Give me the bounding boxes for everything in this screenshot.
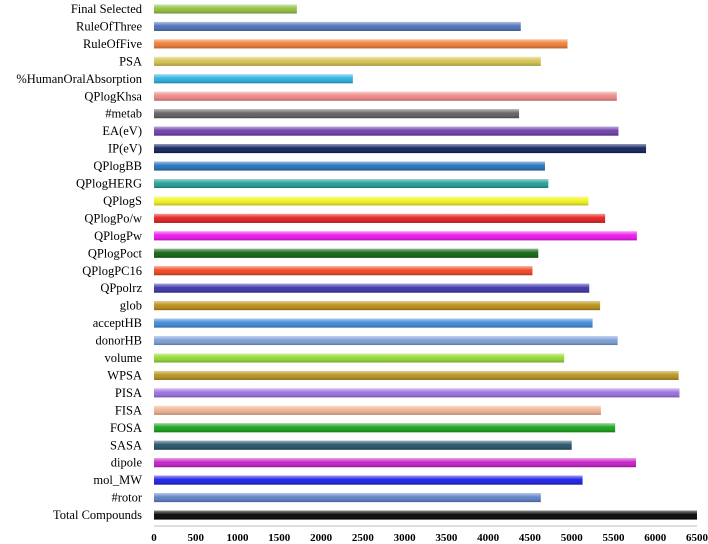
bar-shine-ea-ev — [154, 126, 619, 136]
category-label-ruleoffive: RuleOfFive — [83, 37, 142, 51]
bar-shine-dipole — [154, 458, 637, 468]
bar-shine-ip-ev — [154, 144, 647, 154]
bar-shine-accepthb — [154, 318, 593, 328]
x-tick-label-5000: 5000 — [561, 532, 584, 544]
bar-shine-sasa — [154, 440, 572, 450]
x-tick-label-4500: 4500 — [519, 532, 542, 544]
category-label-pisa: PISA — [115, 386, 142, 400]
category-label-qplogpw: QPlogPw — [94, 229, 142, 243]
category-label-qplogkhsa: QPlogKhsa — [84, 89, 142, 103]
bars-group — [154, 4, 697, 520]
bar-shine-glob — [154, 301, 601, 311]
category-label-ea-ev: EA(eV) — [102, 124, 142, 138]
bar-shine-final-selected — [154, 4, 297, 14]
x-tick-label-500: 500 — [188, 532, 205, 544]
bar-shine-wpsa — [154, 370, 679, 380]
bar-shine-donorhb — [154, 336, 618, 346]
x-tick-label-6000: 6000 — [644, 532, 667, 544]
category-label-donorhb: donorHB — [95, 334, 142, 348]
x-tick-label-2000: 2000 — [310, 532, 333, 544]
bar-shine-qplogkhsa — [154, 91, 617, 101]
bar-shine-total-compounds — [154, 510, 697, 520]
bar-shine-qppolrz — [154, 283, 590, 293]
category-label-humanoralabsorption: %HumanOralAbsorption — [16, 72, 142, 86]
category-label-dipole: dipole — [111, 456, 143, 470]
category-label-rotor: #rotor — [111, 491, 142, 505]
bar-shine-rotor — [154, 493, 541, 503]
x-tick-label-3500: 3500 — [435, 532, 458, 544]
bar-shine-qplogbb — [154, 161, 545, 171]
bar-shine-qplogpw — [154, 231, 637, 241]
category-label-volume: volume — [105, 351, 143, 365]
x-tick-label-2500: 2500 — [352, 532, 375, 544]
x-tick-label-0: 0 — [151, 532, 157, 544]
category-label-qppolrz: QPpolrz — [100, 281, 142, 295]
category-label-metab: #metab — [105, 107, 142, 121]
x-tick-label-1500: 1500 — [268, 532, 291, 544]
bar-shine-fisa — [154, 405, 601, 415]
x-tick-label-1000: 1000 — [227, 532, 250, 544]
bar-shine-metab — [154, 109, 520, 119]
x-tick-label-4000: 4000 — [477, 532, 500, 544]
category-label-glob: glob — [120, 299, 142, 313]
category-label-mol-mw: mol_MW — [93, 473, 142, 487]
category-label-ruleofthree: RuleOfThree — [76, 19, 142, 33]
bar-shine-psa — [154, 56, 541, 66]
x-tick-labels: 0 500 1000 1500 2000 2500 3000 3500 4000 4500 5000… — [151, 532, 708, 544]
category-label-total-compounds: Total Compounds — [53, 508, 142, 522]
bar-shine-qplogpc16 — [154, 266, 533, 276]
bar-shine-qplogpoct — [154, 248, 539, 258]
category-labels: Final Selected RuleOfThree RuleOfFive PSA %H… — [16, 2, 142, 522]
bar-shine-volume — [154, 353, 565, 363]
category-label-qplogherg: QPlogHERG — [76, 177, 142, 191]
bar-shine-pisa — [154, 388, 680, 398]
category-label-qplogpc16: QPlogPC16 — [82, 264, 142, 278]
category-label-sasa: SASA — [110, 438, 142, 452]
category-label-fosa: FOSA — [110, 421, 142, 435]
bar-shine-qplogherg — [154, 179, 549, 188]
category-label-qplogbb: QPlogBB — [93, 159, 142, 173]
bar-shine-ruleofthree — [154, 21, 521, 31]
x-tick-label-3000: 3000 — [394, 532, 417, 544]
category-label-fisa: FISA — [115, 403, 142, 417]
bar-shine-mol-mw — [154, 475, 583, 485]
category-label-ip-ev: IP(eV) — [108, 142, 142, 156]
category-label-wpsa: WPSA — [107, 368, 142, 382]
category-label-psa: PSA — [119, 54, 142, 68]
bar-shine-qplogpo-w — [154, 213, 606, 223]
x-tick-label-5500: 5500 — [602, 532, 625, 544]
bar-shine-fosa — [154, 423, 616, 433]
x-tick-label-6500: 6500 — [686, 532, 708, 544]
category-label-qplogpoct: QPlogPoct — [88, 246, 143, 260]
bar-shine-humanoralabsorption — [154, 74, 353, 84]
bar-shine-ruleoffive — [154, 39, 568, 49]
category-label-final-selected: Final Selected — [71, 2, 143, 16]
category-label-qplogs: QPlogS — [103, 194, 142, 208]
category-label-accepthb: acceptHB — [93, 316, 142, 330]
category-label-qplogpo-w: QPlogPo/w — [84, 211, 142, 225]
bar-shine-qplogs — [154, 196, 589, 206]
